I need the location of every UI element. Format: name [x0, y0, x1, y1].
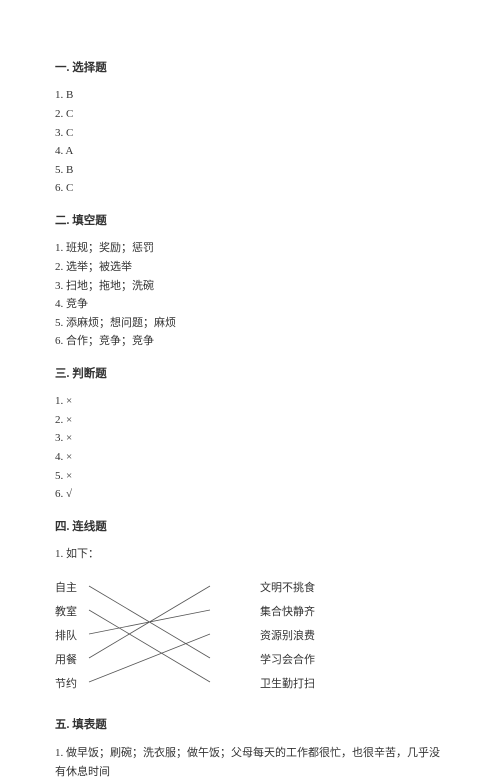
section-title-table: 五. 填表题 [55, 716, 445, 734]
fill-item: 4. 竞争 [55, 296, 445, 314]
match-right-label: 资源别浪费 [260, 628, 315, 646]
judge-item: 4. × [55, 449, 445, 467]
choice-item: 3. C [55, 125, 445, 143]
table-answer: 1. 做早饭；刷碗；洗衣服；做午饭；父母每天的工作都很忙，也很辛苦，几乎没有休息… [55, 744, 445, 781]
judge-item: 3. × [55, 430, 445, 448]
fill-item: 3. 扫地；拖地；洗碗 [55, 278, 445, 296]
fill-answers: 1. 班规；奖励；惩罚 2. 选举；被选举 3. 扫地；拖地；洗碗 4. 竞争 … [55, 240, 445, 351]
judge-answers: 1. × 2. × 3. × 4. × 5. × 6. √ [55, 393, 445, 504]
match-right-label: 集合快静齐 [260, 604, 315, 622]
choice-item: 2. C [55, 106, 445, 124]
choice-answers: 1. B 2. C 3. C 4. A 5. B 6. C [55, 87, 445, 198]
match-left-label: 用餐 [55, 652, 77, 670]
choice-item: 4. A [55, 143, 445, 161]
judge-item: 6. √ [55, 486, 445, 504]
match-left-label: 排队 [55, 628, 77, 646]
judge-item: 1. × [55, 393, 445, 411]
fill-item: 5. 添麻烦；想问题；麻烦 [55, 315, 445, 333]
match-right-label: 文明不挑食 [260, 580, 315, 598]
choice-item: 5. B [55, 162, 445, 180]
match-right-label: 学习会合作 [260, 652, 315, 670]
match-prompt: 1. 如下： [55, 546, 445, 564]
match-left-label: 教室 [55, 604, 77, 622]
section-title-choice: 一. 选择题 [55, 59, 445, 77]
fill-item: 2. 选举；被选举 [55, 259, 445, 277]
match-left-label: 节约 [55, 676, 77, 694]
judge-item: 5. × [55, 468, 445, 486]
judge-item: 2. × [55, 412, 445, 430]
match-left-label: 自主 [55, 580, 77, 598]
section-title-match: 四. 连线题 [55, 518, 445, 536]
matching-diagram: 自主教室排队用餐节约 文明不挑食集合快静齐资源别浪费学习会合作卫生勤打扫 [55, 572, 315, 702]
match-right-label: 卫生勤打扫 [260, 676, 315, 694]
fill-item: 6. 合作；竞争；竞争 [55, 333, 445, 351]
section-title-fill: 二. 填空题 [55, 212, 445, 230]
section-title-judge: 三. 判断题 [55, 365, 445, 383]
choice-item: 1. B [55, 87, 445, 105]
fill-item: 1. 班规；奖励；惩罚 [55, 240, 445, 258]
choice-item: 6. C [55, 180, 445, 198]
